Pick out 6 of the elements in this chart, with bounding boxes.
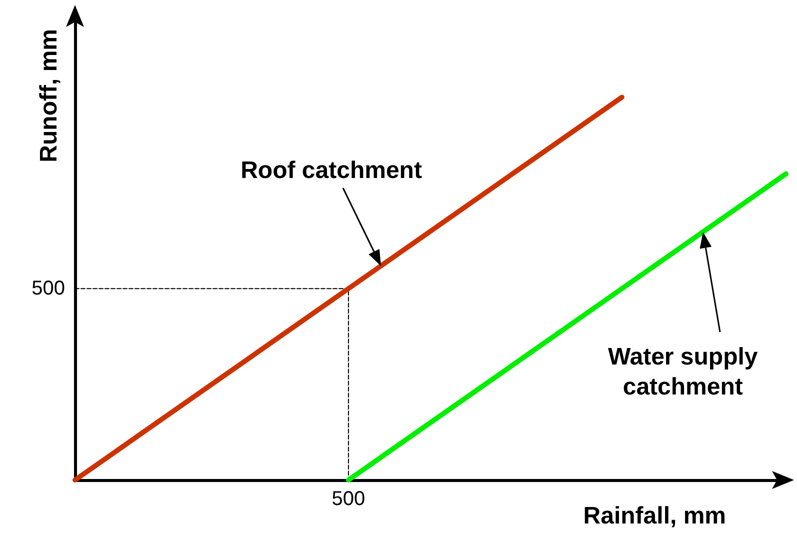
x-axis-title: Rainfall, mm	[583, 502, 726, 530]
y-axis-title: Runoff, mm	[36, 29, 62, 162]
text: 500	[32, 278, 65, 300]
text: 500	[332, 488, 366, 510]
series-label: Roof catchment	[240, 157, 422, 184]
series-label: Water supply catchment	[608, 343, 758, 400]
